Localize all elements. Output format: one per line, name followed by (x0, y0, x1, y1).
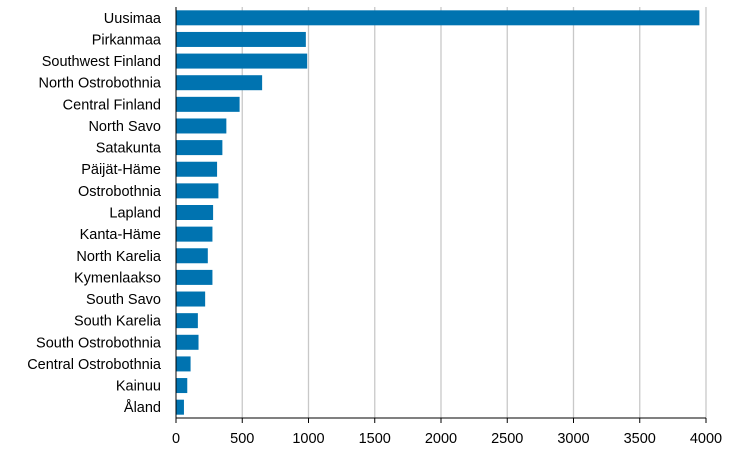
bar-south-ostrobothnia (176, 334, 199, 350)
bar-lapland (176, 205, 214, 220)
category-label-satakunta: Satakunta (96, 141, 162, 157)
x-tick-label-2000: 2000 (425, 431, 457, 447)
axis-layer (175, 7, 707, 423)
x-tick-label-1000: 1000 (292, 431, 324, 447)
category-label-north-karelia: North Karelia (76, 249, 162, 265)
bar-pirkanmaa (176, 31, 306, 47)
category-label-uusimaa: Uusimaa (104, 11, 162, 27)
category-label-southwest-finland: Southwest Finland (42, 54, 161, 70)
category-label-kymenlaakso: Kymenlaakso (74, 270, 161, 286)
bar-kymenlaakso (176, 269, 213, 285)
bar-kainuu (176, 378, 188, 394)
bar-kanta-h-me (176, 226, 213, 242)
category-label-kainuu: Kainuu (116, 379, 161, 395)
x-tick-label-3500: 3500 (624, 431, 656, 447)
category-label-central-finland: Central Finland (63, 97, 161, 113)
bar-southwest-finland (176, 53, 308, 69)
bar-p-ij-t-h-me (176, 161, 218, 177)
label-layer: 0 500 1000 1500 2000 2500 3000 3500 4000 Uusimaa P… (27, 11, 722, 447)
category-label-pirkanmaa: Pirkanmaa (92, 32, 162, 48)
bar-satakunta (176, 140, 223, 156)
category-label-north-savo: North Savo (88, 119, 161, 135)
x-tick-label-3000: 3000 (557, 431, 589, 447)
category-label-north-ostrobothnia: North Ostrobothnia (38, 76, 161, 92)
bar-north-karelia (176, 248, 208, 264)
bar-north-savo (176, 118, 227, 134)
bar-layer (176, 10, 700, 415)
bar-north-ostrobothnia (176, 75, 263, 91)
category-label-kanta-h-me: Kanta-Häme (80, 227, 161, 243)
category-label-central-ostrobothnia: Central Ostrobothnia (27, 357, 162, 373)
x-tick-label-0: 0 (172, 431, 180, 447)
bar-central-finland (176, 96, 240, 112)
category-label-south-savo: South Savo (86, 292, 161, 308)
bar--land (176, 399, 184, 415)
category-label-lapland: Lapland (109, 206, 161, 222)
x-tick-label-500: 500 (230, 431, 254, 447)
grid-layer (241, 7, 707, 418)
category-label-ostrobothnia: Ostrobothnia (78, 184, 162, 200)
x-tick-label-1500: 1500 (359, 431, 391, 447)
category-label-south-karelia: South Karelia (74, 314, 162, 330)
x-tick-label-2500: 2500 (491, 431, 523, 447)
category-label-south-ostrobothnia: South Ostrobothnia (36, 335, 162, 351)
bar-south-karelia (176, 313, 198, 329)
bar-ostrobothnia (176, 183, 219, 199)
category-label--land: Åland (124, 399, 161, 416)
x-tick-label-4000: 4000 (690, 431, 722, 447)
bar-uusimaa (176, 10, 700, 26)
bar-south-savo (176, 291, 206, 307)
category-label-p-ij-t-h-me: Päijät-Häme (81, 162, 161, 178)
bar-central-ostrobothnia (176, 356, 191, 372)
